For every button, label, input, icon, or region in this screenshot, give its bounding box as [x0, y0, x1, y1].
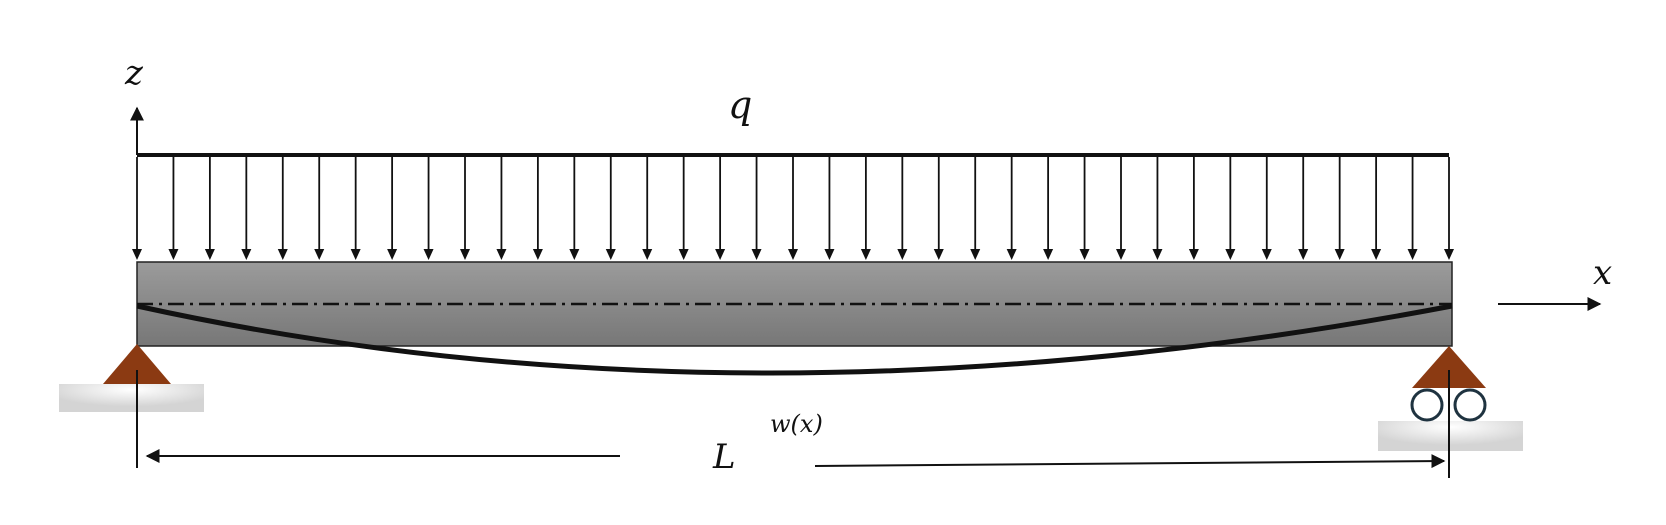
load-arrow-head [897, 249, 908, 260]
load-arrow-head [277, 249, 288, 260]
load-arrow-head [1043, 249, 1054, 260]
load-arrow-head [314, 249, 325, 260]
pin-support-left [59, 344, 204, 468]
load-arrow-head [715, 249, 726, 260]
load-arrow-head [1116, 249, 1126, 260]
load-arrow-head [569, 249, 580, 260]
length-label: L [712, 437, 736, 477]
load-arrow-head [1188, 249, 1199, 260]
roller-triangle-right [1412, 346, 1486, 388]
roller-wheel-left [1410, 388, 1444, 422]
load-arrow-head [1371, 249, 1382, 260]
ground-left [59, 384, 204, 412]
load-arrow-head [1079, 249, 1090, 260]
load-label: q [728, 83, 752, 127]
load-arrow-head [678, 249, 689, 260]
load-arrow-head [933, 249, 944, 260]
z-axis-label: z [124, 53, 144, 93]
length-dimension-right [814, 454, 1446, 469]
load-arrow-head [496, 249, 507, 260]
x-axis-label: x [1593, 253, 1612, 293]
load-arrow-head [241, 249, 252, 260]
ground-right [1378, 421, 1523, 451]
load-arrow-head [168, 249, 179, 260]
load-arrow-head [751, 249, 762, 260]
load-arrow-head [350, 249, 361, 260]
distributed-load [132, 153, 1454, 260]
load-arrow-head [824, 249, 835, 260]
load-arrow-head [1152, 249, 1163, 260]
load-arrow-head [605, 249, 616, 260]
load-arrow-head [1006, 249, 1017, 260]
load-arrow-head [1407, 249, 1418, 260]
load-arrow-head [970, 249, 981, 260]
load-arrow-head [204, 249, 215, 260]
load-arrow-head [642, 249, 653, 260]
load-arrow-head [860, 249, 871, 260]
load-arrow-head [1334, 249, 1345, 260]
load-arrow-head [460, 249, 470, 260]
roller-support-right [1378, 346, 1523, 478]
roller-wheel-right [1453, 388, 1487, 422]
deflection-label: w(x) [770, 410, 823, 438]
pin-triangle-left [103, 344, 171, 384]
load-arrow-head [1444, 249, 1454, 260]
load-arrow-head [132, 249, 142, 260]
load-arrow-head [788, 249, 798, 260]
load-arrow-head [1225, 249, 1236, 260]
load-arrow-head [423, 249, 434, 260]
deflection-curve [136, 303, 1453, 376]
load-arrow-head [1298, 249, 1309, 260]
load-arrows [132, 157, 1454, 260]
load-arrow-head [387, 249, 398, 260]
load-arrow-head [1261, 249, 1272, 260]
load-arrow-head [532, 249, 543, 260]
